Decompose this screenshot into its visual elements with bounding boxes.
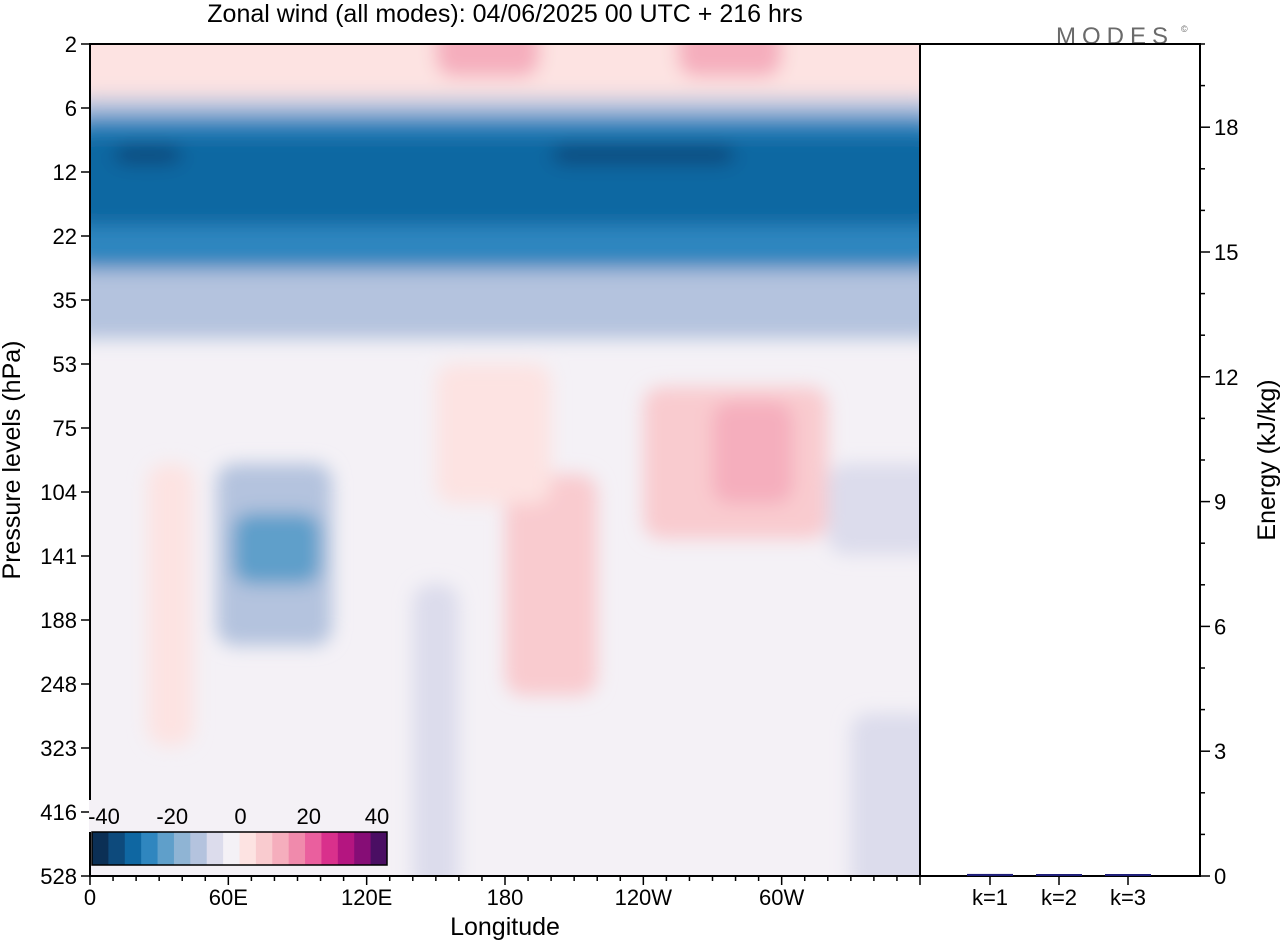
heatmap-region	[435, 364, 552, 504]
energy-tick-label: 18	[1214, 115, 1238, 140]
energy-tick-label: 6	[1214, 614, 1226, 639]
y-tick-label: 416	[40, 800, 77, 825]
x-tick-label: 180	[487, 885, 524, 910]
colorbar-swatch	[141, 832, 159, 865]
energy-tick-label: 15	[1214, 240, 1238, 265]
energy-tick-label: 9	[1214, 490, 1226, 515]
colorbar-swatch	[190, 832, 208, 865]
colorbar-frame	[91, 831, 388, 866]
colorbar-swatch	[337, 832, 355, 865]
y-tick-label: 35	[53, 288, 77, 313]
energy-bar	[1036, 874, 1082, 876]
energy-bars	[967, 873, 1151, 876]
y-tick-label: 75	[53, 416, 77, 441]
colorbar-label: -40	[88, 804, 120, 829]
colorbar-labels: -40 -20 0 20 40	[88, 804, 389, 829]
colorbar-swatch	[288, 832, 306, 865]
heatmap-region	[412, 584, 459, 876]
colorbar-swatch	[305, 832, 322, 865]
colorbar-label: 0	[234, 804, 246, 829]
heatmap-x-axis: 0 60E 120E 180 120W 60W	[84, 876, 921, 910]
y-tick-label: 6	[65, 96, 77, 121]
heatmap-panel: 0 60E 120E 180 120W 60W 2 6 12 22 35 53 75 104 141 188…	[40, 32, 921, 910]
energy-panel: k=1 k=2 k=3 0 3 6 9 12 15 18	[919, 43, 1238, 910]
chart-title: Zonal wind (all modes): 04/06/2025 00 UT…	[207, 0, 802, 28]
y-tick-label: 528	[40, 864, 77, 889]
heatmap-region	[232, 513, 321, 585]
energy-bar	[967, 873, 1013, 876]
heatmap-region	[435, 44, 540, 77]
colorbar-swatch	[157, 832, 175, 865]
colorbar-swatch	[354, 832, 372, 865]
x-tick-label: 120E	[341, 885, 392, 910]
energy-x-axis: k=1 k=2 k=3	[972, 876, 1146, 910]
heatmap-region	[113, 145, 183, 164]
colorbar-swatch	[92, 832, 109, 865]
heatmap-region	[827, 463, 920, 555]
colorbar-swatch	[223, 832, 240, 865]
heatmap-region	[147, 463, 194, 746]
x-axis-label: Longitude	[450, 913, 560, 941]
energy-axis-label: Energy (kJ/kg)	[1253, 379, 1280, 540]
heatmap-region	[677, 44, 782, 77]
energy-tick-label: 12	[1214, 365, 1238, 390]
heatmap-regions	[90, 44, 920, 876]
logo-mark: ©	[1181, 24, 1194, 34]
heatmap-field	[90, 44, 920, 876]
y-tick-label: 141	[40, 544, 77, 569]
x-tick-label: 0	[84, 885, 96, 910]
colorbar-swatch	[108, 832, 126, 865]
y-tick-label: 12	[53, 160, 77, 185]
colorbar-label: 20	[297, 804, 321, 829]
colorbar-swatch	[173, 832, 191, 865]
energy-frame	[919, 43, 1201, 877]
colorbar-swatch	[272, 832, 290, 865]
x-tick-label: 60W	[759, 885, 804, 910]
colorbar: -40 -20 0 20 40	[88, 800, 390, 866]
x-tick-label: 120W	[615, 885, 673, 910]
y-tick-label: 53	[53, 352, 77, 377]
colorbar-label-backdrop	[89, 800, 390, 832]
y-axis-label: Pressure levels (hPa)	[0, 341, 26, 580]
colorbar-swatch	[206, 832, 224, 865]
heatmap-region	[90, 134, 920, 226]
colorbar-label: -20	[156, 804, 188, 829]
colorbar-swatch	[239, 832, 257, 865]
energy-category-label: k=3	[1110, 885, 1146, 910]
colorbar-swatch	[124, 832, 142, 865]
colorbar-swatches	[89, 800, 390, 865]
energy-category-label: k=2	[1041, 885, 1077, 910]
y-tick-label: 248	[40, 672, 77, 697]
energy-tick-label: 3	[1214, 739, 1226, 764]
y-tick-label: 22	[53, 224, 77, 249]
y-tick-label: 104	[40, 480, 77, 505]
heatmap-region	[850, 713, 920, 876]
energy-category-label: k=1	[972, 885, 1008, 910]
y-tick-label: 2	[65, 32, 77, 57]
colorbar-swatch	[255, 832, 273, 865]
heatmap-region	[551, 145, 736, 164]
energy-bar	[1105, 874, 1151, 876]
heatmap-region	[712, 401, 794, 504]
heatmap-region	[505, 474, 598, 696]
y-tick-label: 188	[40, 608, 77, 633]
y-tick-label: 323	[40, 736, 77, 761]
energy-tick-label: 0	[1214, 864, 1226, 889]
heatmap-y-axis: 2 6 12 22 35 53 75 104 141 188 248 323 416 528	[40, 32, 90, 889]
colorbar-swatch	[370, 832, 388, 865]
colorbar-swatch	[321, 832, 339, 865]
energy-y-axis: 0 3 6 9 12 15 18	[1200, 43, 1238, 889]
colorbar-label: 40	[365, 804, 389, 829]
x-tick-label: 60E	[209, 885, 248, 910]
